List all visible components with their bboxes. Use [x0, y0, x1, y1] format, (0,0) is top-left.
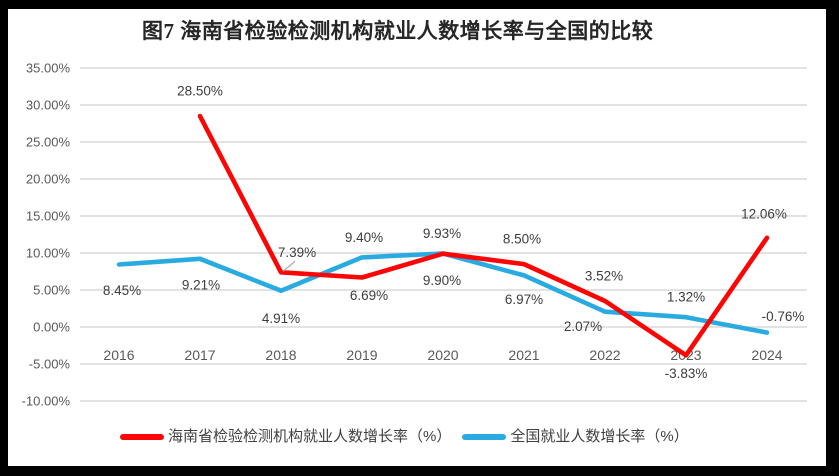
- x-axis-year-label: 2024: [751, 347, 782, 363]
- data-point-label: 6.97%: [505, 292, 543, 307]
- x-axis-year-label: 2020: [427, 347, 458, 363]
- x-axis-year-label: 2017: [184, 347, 215, 363]
- y-axis-tick-label: 0.00%: [33, 320, 70, 335]
- data-point-label: 8.45%: [103, 283, 141, 298]
- data-point-label: 9.40%: [345, 230, 383, 245]
- data-point-label: 3.52%: [585, 268, 623, 283]
- data-point-label: 4.91%: [262, 311, 300, 326]
- x-axis-year-label: 2018: [265, 347, 296, 363]
- data-point-label: -3.83%: [665, 366, 708, 381]
- x-axis-year-label: 2021: [508, 347, 539, 363]
- data-point-label: 6.69%: [350, 288, 388, 303]
- chart-title: 图7 海南省检验检测机构就业人数增长率与全国的比较: [142, 19, 654, 43]
- y-axis-tick-label: -10.00%: [22, 394, 71, 409]
- line-chart: 35.00% 30.00% 25.00% 20.00% 15.00% 10.00% 5.00…: [22, 61, 807, 409]
- y-axis-tick-label: 35.00%: [26, 61, 71, 76]
- data-point-label: 9.90%: [423, 273, 461, 288]
- data-point-label: 28.50%: [177, 84, 223, 99]
- data-point-label: 12.06%: [741, 206, 787, 221]
- data-point-label: 2.07%: [564, 319, 602, 334]
- legend-line-marker-national: [462, 434, 507, 440]
- data-point-label: -0.76%: [762, 309, 805, 324]
- data-point-label: 7.39%: [278, 245, 316, 260]
- x-axis-year-label: 2019: [346, 347, 377, 363]
- legend: 海南省检验检测机构就业人数增长率（%） 全国就业人数增长率（%）: [120, 427, 689, 447]
- legend-item-hainan: 海南省检验检测机构就业人数增长率（%）: [120, 427, 451, 447]
- x-axis-year-label: 2016: [103, 347, 134, 363]
- legend-label-hainan: 海南省检验检测机构就业人数增长率（%）: [168, 428, 452, 445]
- chart-canvas: 图7 海南省检验检测机构就业人数增长率与全国的比较 35.00% 30.00% 25…: [8, 9, 826, 466]
- y-axis-tick-label: 30.00%: [26, 98, 71, 113]
- y-axis-tick-label: 25.00%: [26, 135, 71, 150]
- data-point-label: 1.32%: [667, 290, 705, 305]
- legend-line-marker-hainan: [120, 434, 164, 440]
- legend-label-national: 全国就业人数增长率（%）: [510, 428, 689, 445]
- data-point-label: 9.93%: [423, 226, 461, 241]
- data-point-label: 8.50%: [503, 232, 541, 247]
- series-line: [197, 113, 770, 358]
- legend-item-national: 全国就业人数增长率（%）: [462, 427, 689, 447]
- y-axis-tick-label: 20.00%: [26, 172, 71, 187]
- y-axis-tick-label: 10.00%: [26, 246, 71, 261]
- y-axis-tick-label: 15.00%: [26, 209, 71, 224]
- y-axis-tick-label: 5.00%: [33, 283, 70, 298]
- y-axis-tick-label: -5.00%: [29, 357, 71, 372]
- x-axis-year-label: 2022: [589, 347, 620, 363]
- label-leader-line: [282, 260, 296, 272]
- data-point-label: 9.21%: [182, 277, 220, 292]
